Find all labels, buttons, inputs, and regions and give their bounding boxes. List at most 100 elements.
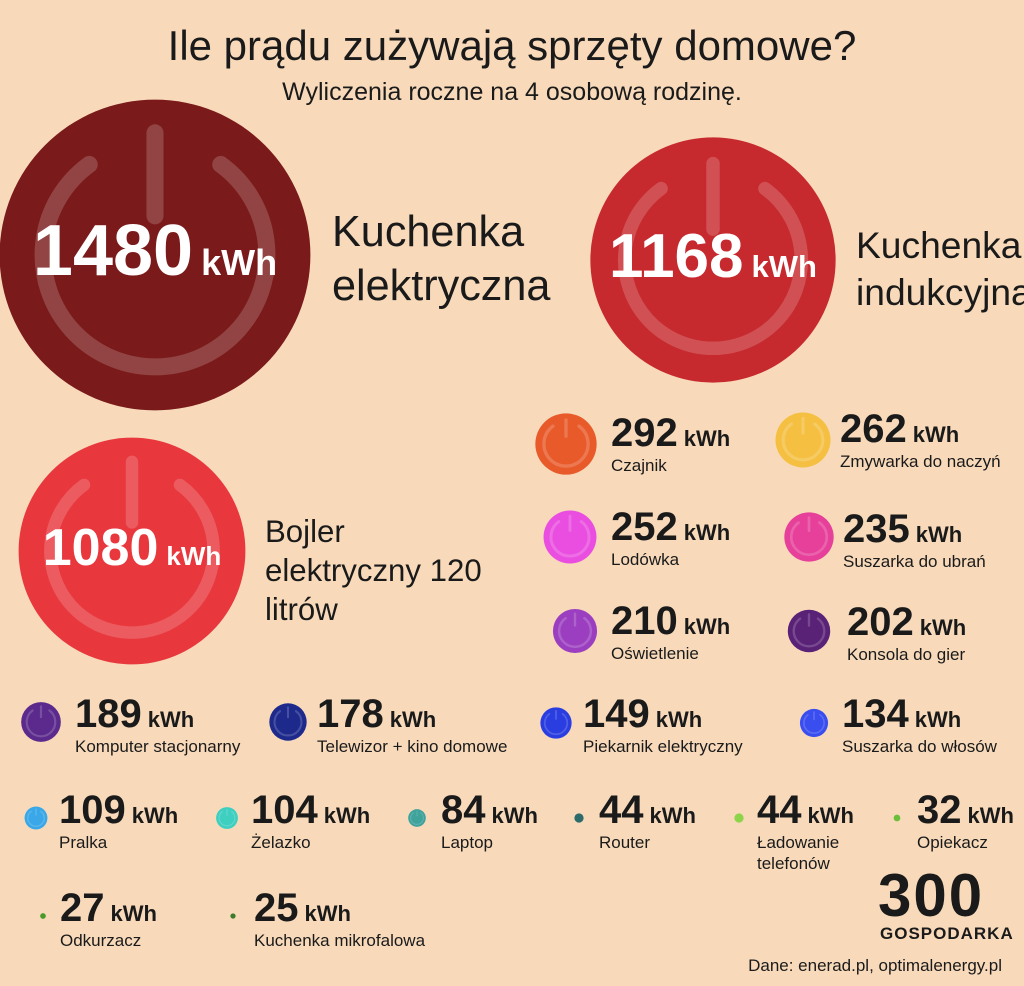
category: Komputer stacjonarny: [75, 737, 241, 756]
bubble: [775, 412, 831, 468]
unit: kWh: [919, 615, 967, 640]
category: Oświetlenie: [611, 644, 699, 663]
category-label: Pralka: [59, 832, 107, 853]
category: Odkurzacz: [60, 931, 142, 950]
value: 210: [611, 599, 678, 643]
value: 189: [75, 692, 142, 736]
category-label: Czajnik: [611, 455, 667, 476]
category: Telewizor + kino domowe: [317, 737, 508, 756]
unit: kWh: [967, 803, 1014, 828]
subtitle: Wyliczenia roczne na 4 osobową rodzinę.: [282, 78, 742, 106]
category: Piekarnik elektryczny: [583, 737, 743, 756]
category-label: Opiekacz: [917, 832, 988, 853]
unit: kWh: [491, 803, 538, 828]
unit: kWh: [649, 803, 696, 828]
bubble: [24, 806, 48, 830]
category-label: Lodówka: [611, 549, 679, 570]
category: Opiekacz: [917, 833, 988, 852]
value-label: 84 kWh: [441, 790, 538, 830]
value: 1080: [42, 519, 159, 578]
power-icon-ring: [273, 710, 303, 737]
category: Ładowanie telefonów: [757, 833, 840, 874]
power-icon-ring: [549, 520, 591, 558]
category: Laptop: [441, 833, 493, 852]
bubble: [40, 913, 46, 919]
category-label: Kuchenka indukcyjna: [856, 222, 1024, 315]
value-label: 235 kWh: [843, 509, 962, 549]
bubble: [734, 813, 744, 823]
value-label: 210 kWh: [611, 601, 730, 641]
unit: kWh: [389, 707, 437, 732]
value: 84: [441, 788, 486, 832]
unit: kWh: [683, 614, 731, 639]
bubble: [21, 702, 61, 742]
category: Czajnik: [611, 456, 667, 475]
power-icon-ring: [44, 478, 220, 639]
unit: kWh: [751, 248, 817, 284]
value-label: 104 kWh: [251, 790, 370, 830]
value-label: 1480 kWh: [0, 215, 355, 287]
category: Kuchenka elektryczna: [332, 208, 551, 310]
category-label: Oświetlenie: [611, 643, 699, 664]
category-label: Laptop: [441, 832, 493, 853]
category: Kuchenka mikrofalowa: [254, 931, 426, 950]
value-label: 25 kWh: [254, 888, 351, 928]
bubble: [216, 807, 238, 829]
power-icon-ring: [410, 812, 424, 825]
category-label: Ładowanie telefonów: [757, 832, 857, 875]
category: Żelazko: [251, 833, 311, 852]
unit: kWh: [915, 522, 963, 547]
category: Suszarka do ubrań: [843, 552, 986, 571]
category: Lodówka: [611, 550, 680, 569]
value: 25: [254, 886, 299, 930]
value: 292: [611, 411, 678, 455]
category: Suszarka do włosów: [842, 737, 997, 756]
bubble: [230, 913, 236, 919]
unit: kWh: [131, 803, 179, 828]
value: 235: [843, 507, 910, 551]
category: Konsola do gier: [847, 645, 966, 664]
category-label: Telewizor + kino domowe: [317, 736, 507, 757]
bubble: [799, 708, 829, 738]
logo-number: 300: [878, 862, 985, 929]
category: Router: [599, 833, 651, 852]
value: 1480: [32, 211, 194, 292]
value: 262: [840, 407, 907, 451]
unit: kWh: [683, 520, 731, 545]
value: 104: [251, 788, 318, 832]
value-label: 189 kWh: [75, 694, 194, 734]
power-icon-ring: [27, 810, 45, 827]
value-label: 252 kWh: [611, 507, 730, 547]
value-label: 134 kWh: [842, 694, 961, 734]
value: 134: [842, 692, 909, 736]
unit: kWh: [807, 803, 854, 828]
value: 44: [757, 788, 802, 832]
category: Zmywarka do naczyń: [840, 452, 1001, 471]
category-label: Odkurzacz: [60, 930, 141, 951]
category: Pralka: [59, 833, 108, 852]
category-label: Kuchenka mikrofalowa: [254, 930, 425, 951]
value-label: 149 kWh: [583, 694, 702, 734]
bubble: [590, 137, 836, 383]
unit: kWh: [166, 541, 222, 572]
value: 109: [59, 788, 126, 832]
category-label: Kuchenka elektryczna: [332, 205, 562, 313]
value: 252: [611, 505, 678, 549]
bubble: [543, 510, 597, 564]
value: 202: [847, 600, 914, 644]
power-icon-ring: [218, 811, 236, 827]
bubble: [574, 813, 584, 823]
unit: kWh: [912, 422, 960, 447]
bubble: [269, 703, 307, 741]
power-icon-ring: [803, 714, 825, 734]
value-label: 202 kWh: [847, 602, 966, 642]
category: Bojler elektryczny 120 litrów: [265, 514, 482, 627]
unit: kWh: [683, 426, 731, 451]
unit: kWh: [110, 901, 157, 926]
value-label: 32 kWh: [917, 790, 1014, 830]
power-icon-ring: [781, 422, 825, 462]
power-icon-ring: [25, 709, 57, 738]
power-icon-ring: [34, 155, 276, 376]
